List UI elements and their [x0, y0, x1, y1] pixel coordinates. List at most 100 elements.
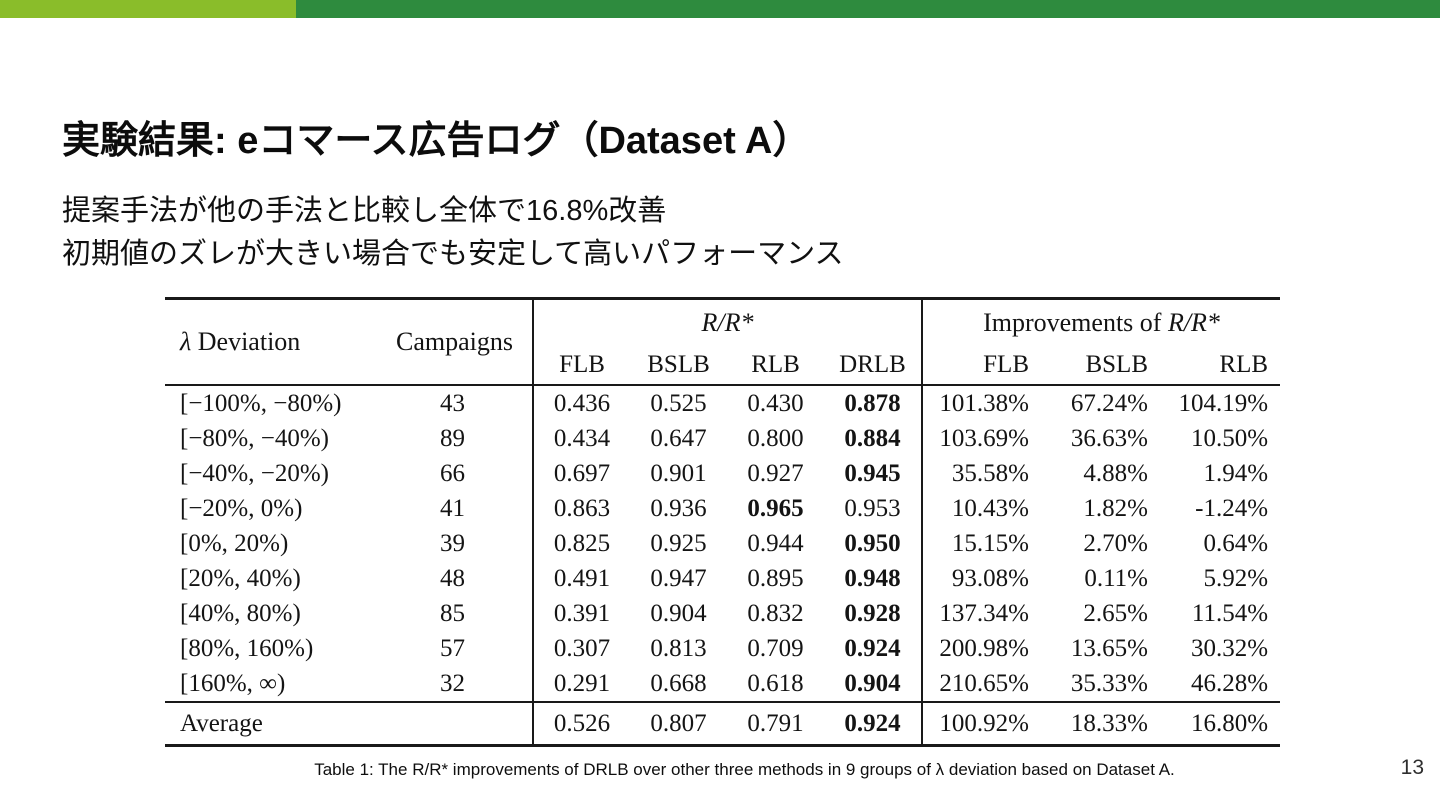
cell-rr-rlb: 0.832	[747, 599, 804, 627]
slide-title: 実験結果: eコマース広告ログ（Dataset A）	[62, 120, 811, 163]
cell-rr-drlb: 0.953	[844, 494, 901, 522]
cell-imp-bslb: 1.82%	[1083, 494, 1148, 522]
cell-imp-bslb: 0.11%	[1084, 564, 1148, 592]
table-average-row: Average 0.526 0.807 0.791 0.924 100.92% 18.33%…	[165, 701, 1281, 746]
header-rr-group: R/R*	[532, 298, 922, 346]
cell-campaigns: 57	[440, 634, 465, 662]
header-improvements-group: Improvements of R/R*	[920, 298, 1281, 346]
cell-campaigns: 39	[440, 529, 465, 557]
header-imp-flb: FLB	[921, 346, 1041, 385]
cell-rr-drlb: 0.924	[824, 701, 922, 746]
cell-campaigns: 66	[440, 459, 465, 487]
cell-rr-bslb: 0.647	[650, 424, 707, 452]
top-accent-bar-dark-green	[296, 0, 1440, 18]
cell-imp-bslb: 18.33%	[1041, 701, 1160, 746]
cell-rr-bslb: 0.525	[630, 384, 727, 421]
top-accent-bar-light-green	[0, 0, 296, 18]
cell-imp-rlb: 5.92%	[1203, 564, 1269, 592]
cell-imp-flb: 200.98%	[921, 631, 1041, 666]
table-caption: Table 1: The R/R* improvements of DRLB o…	[314, 760, 1175, 779]
cell-imp-rlb: 46.28%	[1190, 669, 1269, 697]
table-row: [−100%, −80%) 43 0.436 0.525 0.430 0.878 101.3…	[165, 384, 1281, 421]
cell-lambda-range: [−40%, −20%)	[180, 459, 329, 487]
table-row: [0%, 20%) 39 0.825 0.925 0.944 0.950 15.15% 2.7…	[165, 526, 1280, 561]
cell-campaigns: 85	[440, 599, 465, 627]
results-table: λ Deviation Campaigns R/R* Improvements …	[165, 297, 1281, 747]
results-table-wrap: λ Deviation Campaigns R/R* Improvements …	[165, 297, 1281, 747]
cell-rr-flb: 0.863	[532, 491, 630, 526]
cell-rr-drlb: 0.928	[844, 599, 901, 627]
cell-rr-flb: 0.825	[532, 526, 630, 561]
cell-campaigns	[395, 701, 533, 746]
cell-lambda-range: [40%, 80%)	[180, 599, 301, 627]
table-row: [−20%, 0%) 41 0.863 0.936 0.965 0.953 10.43% 1.…	[165, 491, 1280, 526]
header-rr-drlb: DRLB	[839, 351, 906, 378]
lambda-symbol: λ	[180, 327, 192, 356]
cell-campaigns: 48	[440, 564, 465, 592]
table-body: [−100%, −80%) 43 0.436 0.525 0.430 0.878 101.3…	[165, 384, 1281, 746]
cell-rr-rlb: 0.430	[727, 384, 824, 421]
cell-lambda-range: [−100%, −80%)	[165, 384, 395, 421]
body-line-1: 提案手法が他の手法と比較し全体で16.8%改善	[62, 195, 667, 227]
table-row: [160%, ∞) 32 0.291 0.668 0.618 0.904 210.65% 35…	[165, 666, 1280, 702]
table-row: [40%, 80%) 85 0.391 0.904 0.832 0.928 137.34% 2…	[165, 596, 1280, 631]
cell-imp-rlb: 1.94%	[1203, 459, 1269, 487]
cell-campaigns: 41	[440, 494, 465, 522]
cell-imp-rlb: 16.80%	[1160, 701, 1281, 746]
cell-imp-bslb: 4.88%	[1083, 459, 1148, 487]
table-row: [−80%, −40%) 89 0.434 0.647 0.800 0.884 103.69…	[165, 421, 1280, 456]
cell-imp-bslb: 35.33%	[1070, 669, 1148, 697]
cell-rr-bslb: 0.947	[650, 564, 707, 592]
header-rr-flb: FLB	[532, 346, 630, 385]
cell-imp-flb: 15.15%	[921, 526, 1041, 561]
cell-rr-bslb: 0.807	[630, 701, 727, 746]
cell-rr-bslb: 0.813	[650, 634, 707, 662]
cell-imp-flb: 10.43%	[921, 491, 1041, 526]
header-imp-rlb: RLB	[1219, 351, 1269, 378]
cell-rr-drlb: 0.878	[824, 384, 922, 421]
header-imp-bslb: BSLB	[1085, 351, 1148, 378]
cell-rr-flb: 0.307	[532, 631, 630, 666]
body-line-2: 初期値のズレが大きい場合でも安定して高いパフォーマンス	[62, 238, 844, 270]
cell-lambda-range: [20%, 40%)	[180, 564, 301, 592]
cell-imp-bslb: 2.70%	[1083, 529, 1148, 557]
cell-rr-rlb: 0.791	[727, 701, 824, 746]
cell-rr-drlb: 0.950	[844, 529, 901, 557]
cell-imp-rlb: 104.19%	[1160, 384, 1281, 421]
cell-imp-flb: 100.92%	[921, 701, 1041, 746]
cell-rr-bslb: 0.936	[650, 494, 707, 522]
header-rr-bslb: BSLB	[647, 351, 710, 378]
top-accent-bar	[0, 0, 1440, 18]
cell-rr-flb: 0.436	[532, 384, 630, 421]
cell-imp-rlb: 0.64%	[1203, 529, 1269, 557]
header-campaigns: Campaigns	[396, 327, 513, 356]
cell-imp-flb: 210.65%	[921, 666, 1041, 702]
cell-imp-bslb: 67.24%	[1041, 384, 1160, 421]
cell-campaigns: 43	[395, 384, 533, 421]
cell-rr-flb: 0.697	[532, 456, 630, 491]
cell-rr-drlb: 0.945	[844, 459, 901, 487]
cell-imp-flb: 103.69%	[921, 421, 1041, 456]
table-header-group-row: λ Deviation Campaigns R/R* Improvements …	[165, 298, 1281, 356]
cell-imp-rlb: 10.50%	[1190, 424, 1269, 452]
cell-imp-flb: 35.58%	[921, 456, 1041, 491]
cell-rr-bslb: 0.904	[650, 599, 707, 627]
cell-rr-rlb: 0.927	[747, 459, 804, 487]
cell-rr-flb: 0.434	[532, 421, 630, 456]
cell-lambda-range: [80%, 160%)	[180, 634, 314, 662]
cell-lambda-range: [0%, 20%)	[180, 529, 289, 557]
cell-rr-drlb: 0.884	[844, 424, 901, 452]
cell-rr-bslb: 0.901	[650, 459, 707, 487]
cell-rr-bslb: 0.925	[650, 529, 707, 557]
cell-lambda-range: Average	[165, 701, 395, 746]
cell-campaigns: 89	[440, 424, 465, 452]
cell-imp-bslb: 36.63%	[1070, 424, 1148, 452]
page-number: 13	[1400, 756, 1424, 779]
cell-rr-rlb: 0.965	[747, 494, 804, 522]
cell-campaigns: 32	[440, 669, 465, 697]
cell-imp-rlb: 11.54%	[1191, 599, 1269, 627]
cell-rr-rlb: 0.800	[747, 424, 804, 452]
cell-rr-flb: 0.526	[532, 701, 630, 746]
cell-rr-rlb: 0.709	[747, 634, 804, 662]
